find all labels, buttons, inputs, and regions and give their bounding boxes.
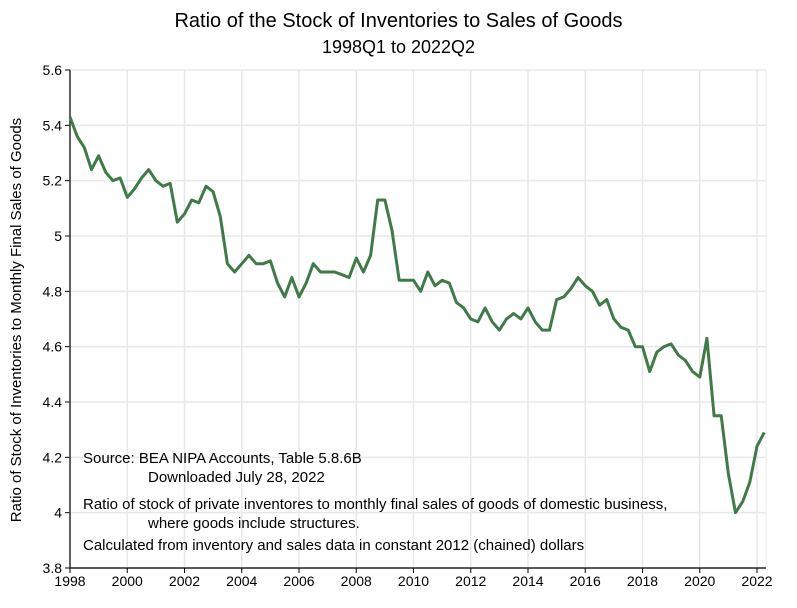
y-tick-label: 5.6 (43, 62, 63, 78)
x-tick-label: 2018 (627, 573, 658, 589)
y-tick-label: 3.8 (43, 560, 63, 576)
y-tick-label: 4 (54, 505, 62, 521)
x-tick-label: 2022 (741, 573, 772, 589)
description-annotation: Ratio of stock of private inventores to … (83, 496, 668, 513)
calculation-annotation: Calculated from inventory and sales data… (83, 537, 585, 554)
x-tick-label: 2010 (398, 573, 429, 589)
y-tick-label: 4.4 (43, 394, 63, 410)
x-tick-label: 2020 (684, 573, 715, 589)
y-tick-label: 4.6 (43, 339, 63, 355)
x-tick-label: 2004 (226, 573, 257, 589)
x-tick-label: 2014 (512, 573, 543, 589)
series-line (68, 116, 766, 515)
download-date-annotation: Downloaded July 28, 2022 (148, 469, 325, 486)
y-tick-label: 5.4 (43, 117, 63, 133)
description-annotation-cont: where goods include structures. (148, 515, 360, 532)
x-tick-label: 2002 (169, 573, 200, 589)
x-tick-label: 2012 (455, 573, 486, 589)
y-tick-label: 5.2 (43, 173, 63, 189)
y-tick-label: 5 (54, 228, 62, 244)
plot-frame (69, 69, 767, 569)
source-annotation: Source: BEA NIPA Accounts, Table 5.8.6B (83, 450, 362, 467)
x-tick-label: 1998 (54, 573, 85, 589)
chart-title: Ratio of the Stock of Inventories to Sal… (174, 10, 623, 32)
x-tick-label: 2000 (112, 573, 143, 589)
y-tick-label: 4.2 (43, 449, 63, 465)
chart-subtitle: 1998Q1 to 2022Q2 (321, 37, 476, 57)
x-tick-label: 2016 (570, 573, 601, 589)
x-tick-label: 2008 (341, 573, 372, 589)
x-tick-label: 2006 (283, 573, 314, 589)
y-tick-label: 4.8 (43, 283, 63, 299)
